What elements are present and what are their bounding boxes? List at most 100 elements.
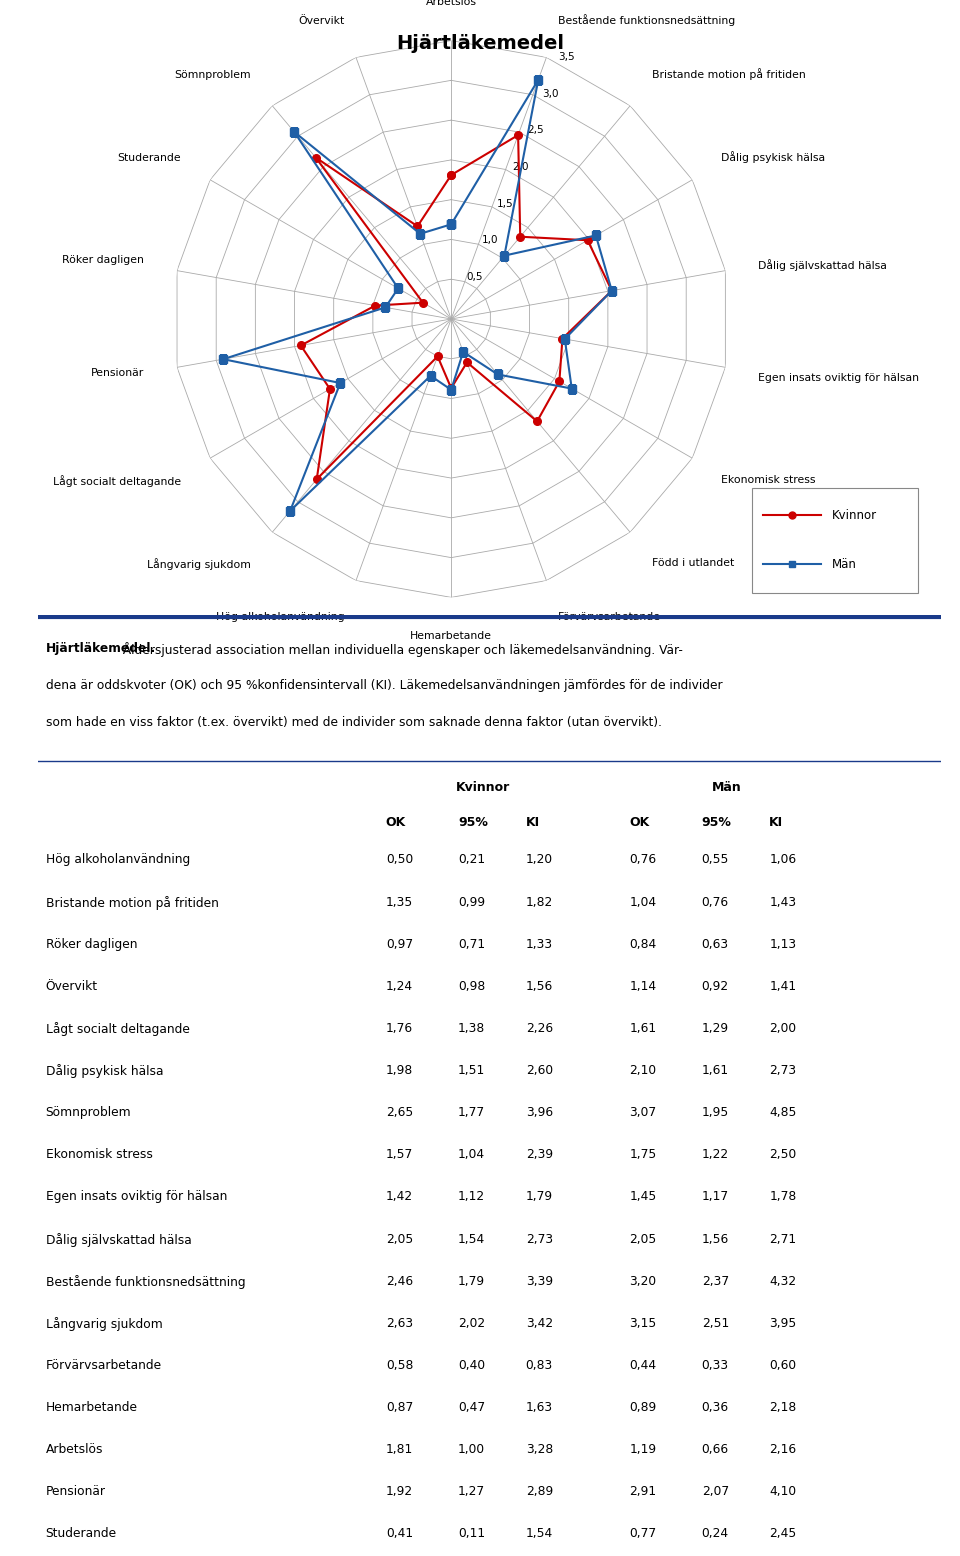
Text: Män: Män <box>831 557 856 571</box>
Text: 1,81: 1,81 <box>386 1444 413 1456</box>
Text: 0,63: 0,63 <box>702 938 729 951</box>
Text: 0,97: 0,97 <box>386 938 413 951</box>
Text: 1,61: 1,61 <box>702 1064 729 1077</box>
Text: 2,02: 2,02 <box>458 1316 485 1330</box>
Text: 1,06: 1,06 <box>769 854 797 867</box>
Text: 1,20: 1,20 <box>526 854 553 867</box>
Text: 2,37: 2,37 <box>702 1274 729 1288</box>
Text: Egen insats oviktig för hälsan: Egen insats oviktig för hälsan <box>46 1190 227 1203</box>
Text: Hemarbetande: Hemarbetande <box>410 630 492 641</box>
Text: OK: OK <box>386 817 406 829</box>
Text: 2,16: 2,16 <box>769 1444 797 1456</box>
Text: 0,24: 0,24 <box>702 1528 729 1540</box>
Text: 1,22: 1,22 <box>702 1148 729 1161</box>
Text: 1,54: 1,54 <box>526 1528 553 1540</box>
Text: Bestående funktionsnedsättning: Bestående funktionsnedsättning <box>558 14 735 26</box>
Text: Övervikt: Övervikt <box>299 16 345 26</box>
Text: Sömnproblem: Sömnproblem <box>46 1106 132 1119</box>
Text: 0,87: 0,87 <box>386 1400 413 1414</box>
Text: Sömnproblem: Sömnproblem <box>174 70 251 79</box>
Text: 2,89: 2,89 <box>526 1486 553 1498</box>
Text: Lågt socialt deltagande: Lågt socialt deltagande <box>53 475 181 487</box>
Text: 2,05: 2,05 <box>630 1232 657 1246</box>
Text: 0,60: 0,60 <box>769 1358 797 1372</box>
Text: som hade en viss faktor (t.ex. övervikt) med de individer som saknade denna fakt: som hade en viss faktor (t.ex. övervikt)… <box>46 716 661 730</box>
Text: 1,00: 1,00 <box>458 1444 485 1456</box>
Text: 3,20: 3,20 <box>630 1274 657 1288</box>
Text: OK: OK <box>630 817 650 829</box>
Text: 4,32: 4,32 <box>769 1274 797 1288</box>
Text: 1,79: 1,79 <box>458 1274 485 1288</box>
Text: 1,24: 1,24 <box>386 980 413 993</box>
Text: 3,39: 3,39 <box>526 1274 553 1288</box>
Text: 1,41: 1,41 <box>769 980 797 993</box>
Text: 0,92: 0,92 <box>702 980 729 993</box>
Text: Studerande: Studerande <box>46 1528 117 1540</box>
Text: 1,79: 1,79 <box>526 1190 553 1203</box>
Text: Röker dagligen: Röker dagligen <box>46 938 137 951</box>
Text: 0,44: 0,44 <box>630 1358 657 1372</box>
Text: 1,76: 1,76 <box>386 1022 413 1035</box>
Text: Dålig psykisk hälsa: Dålig psykisk hälsa <box>46 1064 163 1078</box>
Text: 2,10: 2,10 <box>630 1064 657 1077</box>
Text: Övervikt: Övervikt <box>46 980 98 993</box>
Text: 0,89: 0,89 <box>630 1400 657 1414</box>
Text: Röker dagligen: Röker dagligen <box>62 255 144 265</box>
Text: 1,27: 1,27 <box>458 1486 485 1498</box>
Text: 2,73: 2,73 <box>526 1232 553 1246</box>
Text: Hög alkoholanvändning: Hög alkoholanvändning <box>46 854 190 867</box>
Text: Bestående funktionsnedsättning: Bestående funktionsnedsättning <box>46 1274 245 1288</box>
Text: dena är oddskvoter (OK) och 95 %konfidensintervall (KI). Läkemedelsanvändningen : dena är oddskvoter (OK) och 95 %konfiden… <box>46 680 722 692</box>
Text: Dålig självskattad hälsa: Dålig självskattad hälsa <box>46 1232 191 1246</box>
Text: 3,96: 3,96 <box>526 1106 553 1119</box>
Text: Hög alkoholanvändning: Hög alkoholanvändning <box>216 612 345 622</box>
Text: 2,39: 2,39 <box>526 1148 553 1161</box>
Text: 2,73: 2,73 <box>769 1064 797 1077</box>
Text: 0,83: 0,83 <box>526 1358 553 1372</box>
Text: 0,66: 0,66 <box>702 1444 729 1456</box>
Text: 0,36: 0,36 <box>702 1400 729 1414</box>
Text: 2,60: 2,60 <box>526 1064 553 1077</box>
Text: 1,51: 1,51 <box>458 1064 485 1077</box>
Text: 2,05: 2,05 <box>386 1232 413 1246</box>
Text: Långvarig sjukdom: Långvarig sjukdom <box>46 1316 162 1330</box>
Text: Bristande motion på fritiden: Bristande motion på fritiden <box>46 896 219 910</box>
Text: Född i utlandet: Född i utlandet <box>652 559 733 568</box>
Text: 2,26: 2,26 <box>526 1022 553 1035</box>
Text: 0,58: 0,58 <box>386 1358 413 1372</box>
Text: Kvinnor: Kvinnor <box>456 781 510 794</box>
Text: 0,33: 0,33 <box>702 1358 729 1372</box>
Text: 2,65: 2,65 <box>386 1106 413 1119</box>
Text: 0,99: 0,99 <box>458 896 485 909</box>
Text: Egen insats oviktig för hälsan: Egen insats oviktig för hälsan <box>758 373 920 383</box>
Text: 3,28: 3,28 <box>526 1444 553 1456</box>
Text: 1,43: 1,43 <box>769 896 797 909</box>
Text: 1,56: 1,56 <box>526 980 553 993</box>
Text: 0,40: 0,40 <box>458 1358 485 1372</box>
Text: Ekonomisk stress: Ekonomisk stress <box>721 475 816 485</box>
Text: Förvärvsarbetande: Förvärvsarbetande <box>558 612 660 622</box>
Text: 0,98: 0,98 <box>458 980 485 993</box>
Text: Män: Män <box>711 781 741 794</box>
Text: 1,54: 1,54 <box>458 1232 485 1246</box>
Text: Kvinnor: Kvinnor <box>831 509 876 521</box>
Text: 2,07: 2,07 <box>702 1486 729 1498</box>
Text: 0,47: 0,47 <box>458 1400 485 1414</box>
Text: Förvärvsarbetande: Förvärvsarbetande <box>46 1358 161 1372</box>
Text: 1,63: 1,63 <box>526 1400 553 1414</box>
Text: 1,95: 1,95 <box>702 1106 729 1119</box>
Text: 1,77: 1,77 <box>458 1106 485 1119</box>
Text: 1,61: 1,61 <box>630 1022 657 1035</box>
Text: 1,57: 1,57 <box>386 1148 413 1161</box>
Text: 1,45: 1,45 <box>630 1190 657 1203</box>
Text: 4,10: 4,10 <box>769 1486 797 1498</box>
Text: 3,15: 3,15 <box>630 1316 657 1330</box>
Text: 1,38: 1,38 <box>458 1022 485 1035</box>
Text: 95%: 95% <box>702 817 732 829</box>
Text: 4,85: 4,85 <box>769 1106 797 1119</box>
Text: 1,04: 1,04 <box>630 896 657 909</box>
Text: 1,75: 1,75 <box>630 1148 657 1161</box>
Text: 2,45: 2,45 <box>769 1528 797 1540</box>
Text: 1,78: 1,78 <box>769 1190 797 1203</box>
Text: 1,04: 1,04 <box>458 1148 485 1161</box>
